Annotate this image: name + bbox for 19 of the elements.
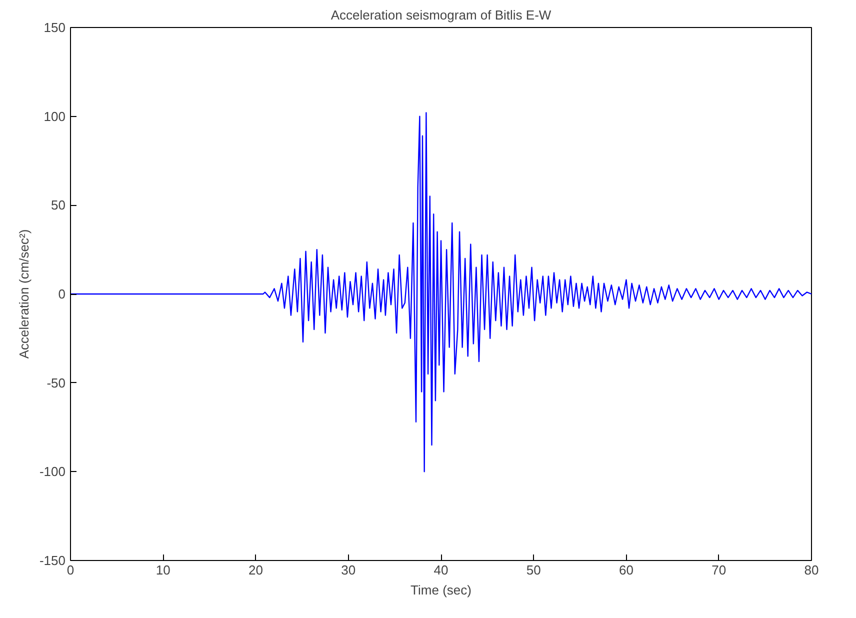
x-tick-label: 10 — [156, 562, 170, 578]
x-tick-label: 20 — [248, 562, 263, 578]
y-tick-label: -50 — [46, 375, 66, 390]
x-tick-label: 60 — [619, 562, 634, 578]
y-tick-label: 150 — [44, 20, 66, 35]
y-tick-label: -100 — [39, 464, 66, 480]
x-tick-label: 50 — [526, 562, 541, 578]
x-tick-label: 30 — [341, 562, 356, 578]
y-tick-label: 100 — [44, 108, 66, 124]
x-tick-label: 70 — [712, 562, 726, 578]
y-tick-label: 50 — [51, 198, 66, 213]
y-axis-title: Acceleration (cm/sec²) — [16, 229, 32, 359]
x-axis-title: Time (sec) — [410, 582, 472, 598]
x-tick-label: 80 — [804, 562, 819, 578]
y-tick-label: 0 — [58, 286, 66, 302]
line-series — [70, 112, 812, 472]
chart-title: Acceleration seismogram of Bitlis E-W — [330, 8, 552, 22]
y-tick-label: -150 — [39, 553, 66, 568]
x-tick-label: 40 — [434, 562, 448, 578]
